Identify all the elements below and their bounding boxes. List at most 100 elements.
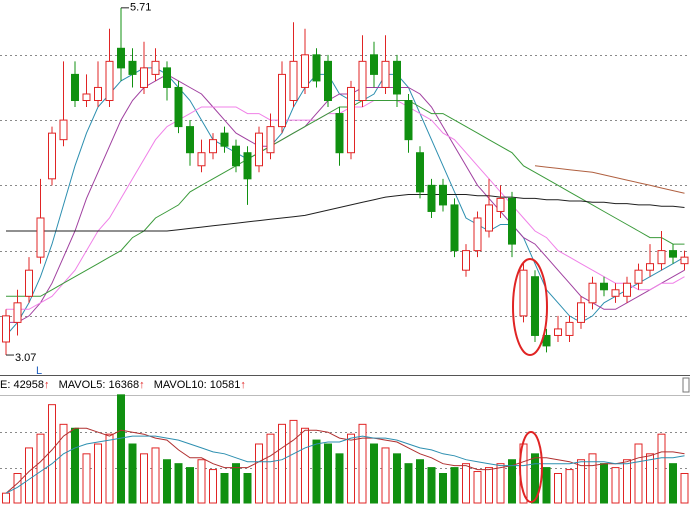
indicator-bar: E: 42958↑ MAVOL5: 16368↑ MAVOL10: 10581↑ bbox=[0, 379, 246, 391]
candle-body bbox=[71, 73, 79, 102]
volume-bar bbox=[542, 467, 551, 504]
ma-line bbox=[5, 435, 685, 494]
volume-bar bbox=[71, 427, 79, 504]
candle-body bbox=[657, 250, 666, 265]
highlight-circle bbox=[519, 431, 543, 503]
candle-body bbox=[335, 113, 344, 154]
volume-bar bbox=[577, 459, 585, 504]
low-label: 3.07 bbox=[15, 352, 36, 364]
volume-bar bbox=[669, 463, 677, 504]
ma-line bbox=[6, 100, 685, 297]
candle-body bbox=[36, 217, 45, 258]
volume-bar bbox=[163, 459, 171, 504]
low-marker: L bbox=[36, 365, 42, 377]
candle-body bbox=[669, 250, 677, 258]
candle-body bbox=[358, 60, 367, 102]
candle-body bbox=[128, 60, 137, 75]
candle-body bbox=[600, 282, 608, 291]
candle-body bbox=[393, 60, 401, 95]
ma-line bbox=[5, 427, 685, 494]
candle-body bbox=[255, 132, 263, 167]
volume-bar bbox=[301, 427, 309, 504]
candle-body bbox=[404, 100, 413, 141]
ma-line bbox=[534, 165, 685, 194]
candle-body bbox=[381, 60, 390, 88]
volume-bar bbox=[2, 492, 10, 504]
volume-bar bbox=[128, 443, 137, 504]
candle-body bbox=[462, 250, 470, 271]
volume-bar bbox=[611, 467, 620, 504]
ma-line bbox=[5, 67, 685, 336]
candle-body bbox=[266, 126, 275, 154]
volume-bar bbox=[278, 423, 286, 504]
candle-body bbox=[2, 315, 10, 343]
candle-body bbox=[117, 47, 125, 69]
candle-body bbox=[347, 86, 355, 154]
candle-body bbox=[485, 204, 493, 232]
volume-bar bbox=[255, 443, 263, 504]
candle-body bbox=[151, 60, 160, 75]
candle-body bbox=[220, 132, 229, 147]
high-label: 5.71 bbox=[130, 2, 151, 14]
volume-bar bbox=[94, 443, 102, 504]
candle-body bbox=[105, 60, 114, 102]
volume-bar bbox=[105, 433, 114, 504]
trend-arrow: ↑ bbox=[44, 379, 50, 391]
mavol5-label: MAVOL5: 16368 bbox=[59, 379, 140, 391]
volume-bar bbox=[531, 453, 539, 504]
candle-body bbox=[243, 152, 252, 180]
volume-bar bbox=[634, 443, 643, 504]
volume-bar bbox=[174, 463, 183, 504]
candle-body bbox=[680, 256, 689, 265]
volume-bar bbox=[266, 433, 275, 504]
volume-bar bbox=[140, 453, 148, 504]
scroll-box bbox=[682, 377, 690, 393]
volume-bar bbox=[117, 394, 125, 504]
highlight-circle bbox=[512, 258, 548, 356]
candle-body bbox=[278, 73, 286, 128]
candle-body bbox=[416, 152, 424, 193]
volume-bar bbox=[151, 447, 160, 504]
volume-bar bbox=[427, 467, 436, 504]
volume-label: E: 42958 bbox=[0, 379, 44, 391]
candle-body bbox=[554, 328, 562, 336]
volume-bar bbox=[59, 423, 68, 504]
candle-body bbox=[370, 54, 378, 75]
volume-bar bbox=[657, 433, 666, 504]
volume-bar bbox=[646, 453, 654, 504]
candle-body bbox=[197, 152, 206, 167]
candle-body bbox=[13, 302, 22, 323]
candle-body bbox=[588, 282, 597, 304]
candle-body bbox=[174, 86, 183, 128]
volume-bar bbox=[600, 463, 608, 504]
candle-body bbox=[508, 197, 516, 245]
volume-bar bbox=[289, 419, 298, 504]
volume-bar bbox=[450, 467, 459, 504]
volume-bar bbox=[82, 453, 91, 504]
candle-body bbox=[48, 132, 56, 180]
candle-body bbox=[623, 282, 631, 297]
ma-line bbox=[6, 100, 685, 310]
candle-body bbox=[140, 67, 148, 88]
volume-bar bbox=[243, 473, 252, 504]
volume-bar bbox=[220, 473, 229, 504]
volume-bar bbox=[623, 459, 631, 504]
volume-panel bbox=[0, 394, 690, 504]
volume-bar bbox=[565, 469, 574, 504]
price-panel: 5.71 3.07L bbox=[0, 2, 690, 377]
ma-line bbox=[6, 73, 685, 323]
candle-body bbox=[232, 145, 240, 167]
trend-arrow: ↑ bbox=[139, 379, 145, 391]
volume-bar bbox=[13, 473, 22, 504]
candle-body bbox=[439, 184, 447, 206]
volume-bar bbox=[496, 463, 505, 504]
candle-body bbox=[289, 60, 298, 102]
volume-bar bbox=[209, 469, 217, 504]
candle-body bbox=[473, 217, 482, 252]
volume-bar bbox=[186, 467, 194, 504]
candle-body bbox=[427, 184, 436, 212]
volume-bar bbox=[554, 473, 562, 504]
volume-bar bbox=[197, 459, 206, 504]
candle-body bbox=[301, 54, 309, 88]
